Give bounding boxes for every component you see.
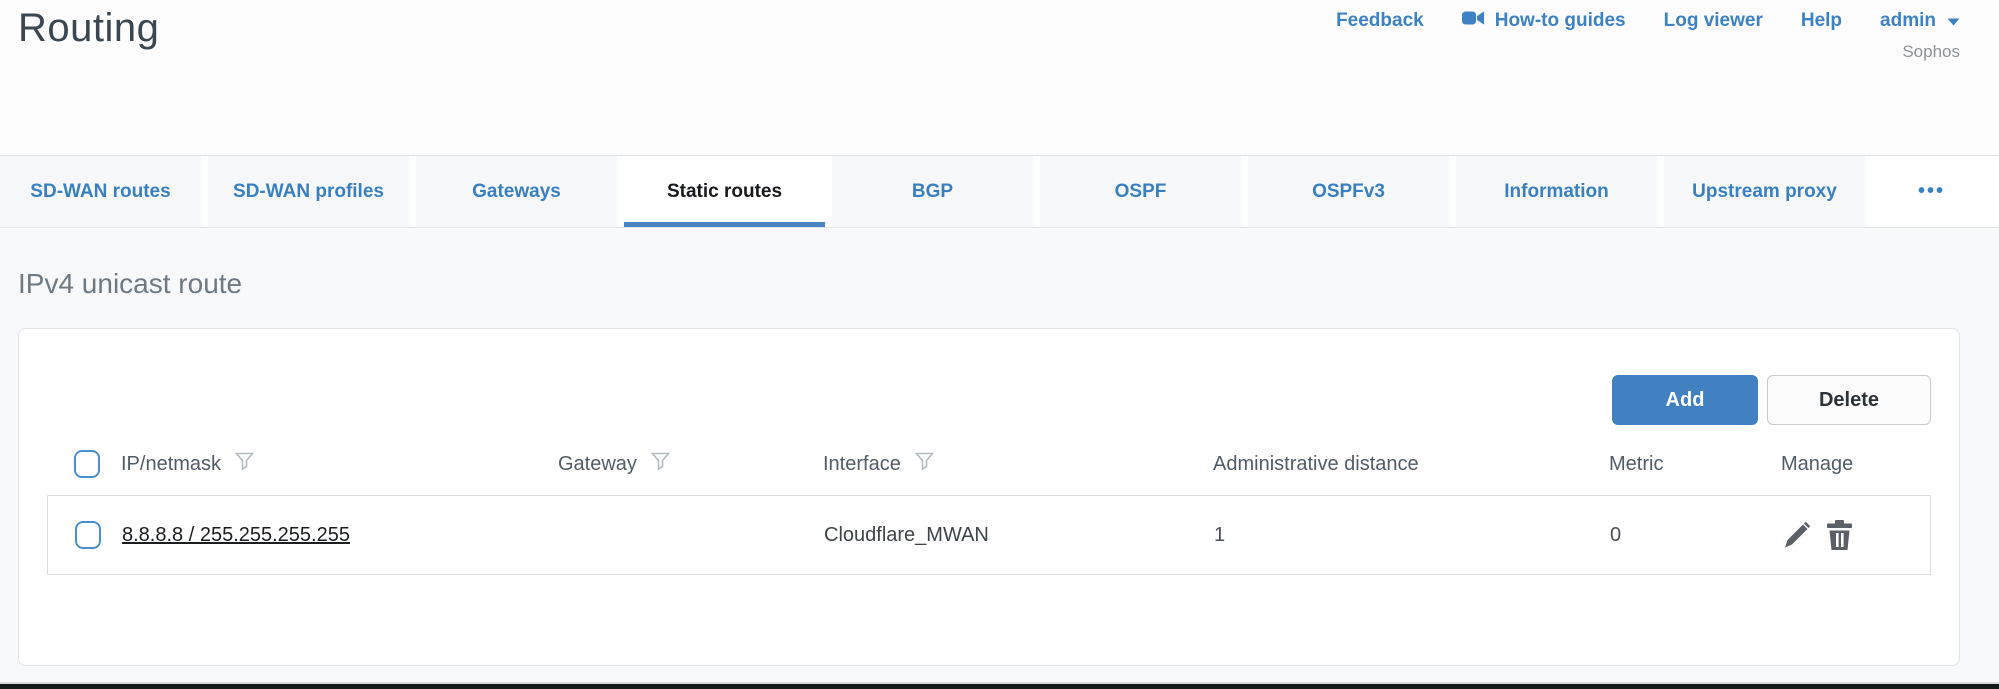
video-camera-icon [1461, 10, 1486, 32]
column-header-gateway: Gateway [558, 452, 823, 477]
filter-funnel-icon[interactable] [234, 452, 255, 477]
select-all-checkbox[interactable] [74, 450, 100, 478]
delete-button[interactable]: Delete [1767, 375, 1931, 425]
tab-sdwan-profiles[interactable]: SD-WAN profiles [208, 156, 409, 227]
content-area: IPv4 unicast route Add Delete IP/netmask… [0, 228, 1999, 689]
column-header-manage: Manage [1781, 452, 1854, 475]
column-header-interface: Interface [823, 452, 1213, 477]
tab-upstream-proxy[interactable]: Upstream proxy [1664, 156, 1865, 227]
table-actions: Add Delete [47, 375, 1931, 425]
tab-ospf[interactable]: OSPF [1040, 156, 1241, 227]
top-right-nav: Feedback How-to guides Log viewer Help a… [1336, 10, 1960, 62]
window-bottom-edge [0, 682, 1999, 689]
column-header-ip-netmask: IP/netmask [121, 452, 558, 477]
tabs-overflow-button[interactable]: ••• [1872, 156, 1991, 227]
top-header: Routing Feedback How-to guides Log viewe… [0, 0, 1999, 155]
filter-funnel-icon[interactable] [650, 452, 671, 477]
admin-menu[interactable]: admin [1880, 10, 1960, 32]
trash-icon[interactable] [1826, 519, 1853, 551]
pencil-icon[interactable] [1782, 520, 1812, 550]
chevron-down-icon [1947, 10, 1960, 32]
log-viewer-link[interactable]: Log viewer [1663, 10, 1763, 31]
tab-gateways[interactable]: Gateways [416, 156, 617, 227]
vendor-label: Sophos [1902, 42, 1960, 61]
feedback-link[interactable]: Feedback [1336, 10, 1424, 31]
routing-tabs: SD-WAN routes SD-WAN profiles Gateways S… [0, 155, 1999, 228]
tab-ospfv3[interactable]: OSPFv3 [1248, 156, 1449, 227]
tab-static-routes[interactable]: Static routes [624, 156, 825, 227]
tab-bgp[interactable]: BGP [832, 156, 1033, 227]
metric-cell: 0 [1610, 523, 1622, 546]
add-button[interactable]: Add [1612, 375, 1758, 425]
routes-card: Add Delete IP/netmask Gateway [18, 328, 1960, 666]
route-link[interactable]: 8.8.8.8 / 255.255.255.255 [122, 523, 350, 546]
tab-information[interactable]: Information [1456, 156, 1657, 227]
manage-cell [1782, 519, 1930, 551]
howto-guides-link[interactable]: How-to guides [1461, 10, 1626, 32]
table-row: 8.8.8.8 / 255.255.255.255 Cloudflare_MWA… [47, 495, 1931, 575]
filter-funnel-icon[interactable] [914, 452, 935, 477]
interface-cell: Cloudflare_MWAN [824, 523, 989, 546]
column-header-metric: Metric [1609, 452, 1664, 475]
help-link[interactable]: Help [1800, 10, 1843, 31]
tab-sdwan-routes[interactable]: SD-WAN routes [0, 156, 201, 227]
table-header: IP/netmask Gateway Interface [47, 433, 1931, 495]
section-title: IPv4 unicast route [18, 268, 243, 299]
page-title: Routing [18, 6, 160, 50]
ip-netmask-cell: 8.8.8.8 / 255.255.255.255 [122, 524, 559, 547]
column-header-administrative-distance: Administrative distance [1213, 452, 1419, 475]
administrative-distance-cell: 1 [1214, 523, 1226, 546]
row-checkbox[interactable] [75, 521, 101, 549]
